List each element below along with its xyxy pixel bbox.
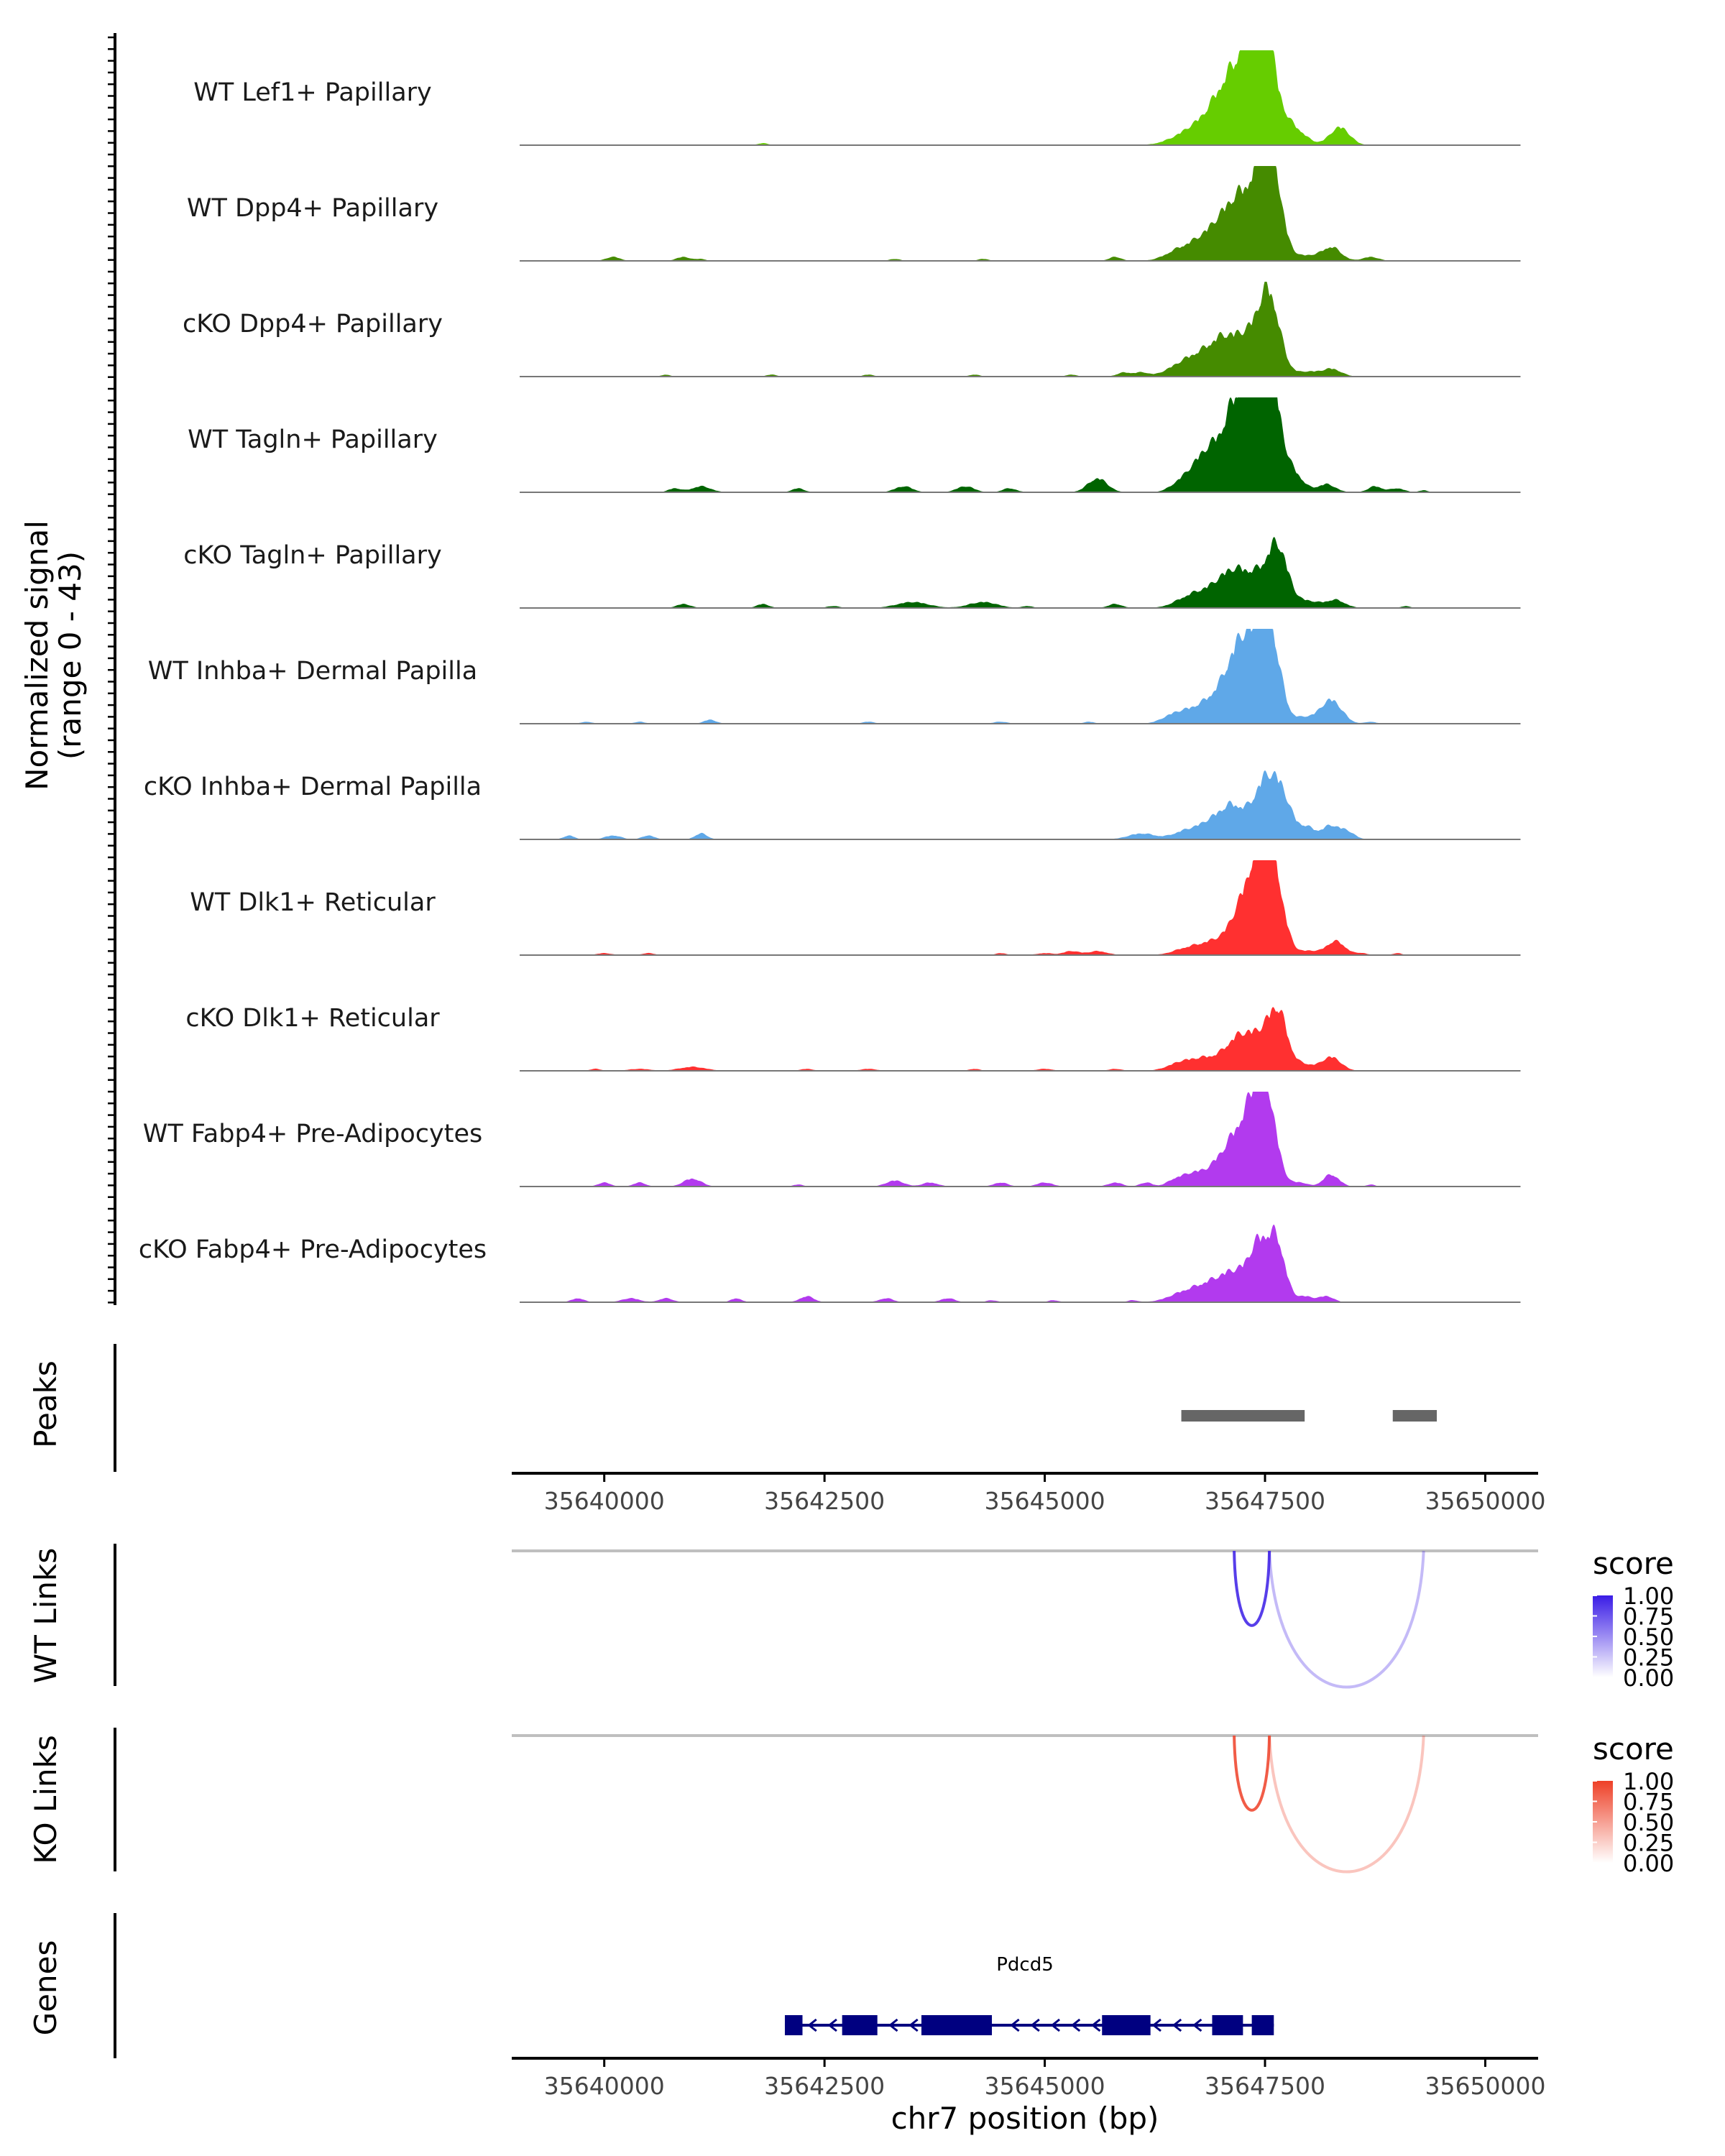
track-label: cKO Fabp4+ Pre-Adipocytes (139, 1235, 487, 1264)
track-label: cKO Dlk1+ Reticular (185, 1004, 440, 1033)
coverage-area (520, 166, 1521, 261)
track-label: WT Dpp4+ Papillary (187, 194, 438, 223)
strand-arrow (888, 2018, 898, 2032)
coverage-track: WT Lef1+ Papillary (193, 50, 1521, 146)
strand-arrow (1192, 2018, 1202, 2032)
coverage-area (520, 537, 1521, 608)
coverage-track: cKO Inhba+ Dermal Papilla (144, 770, 1521, 840)
link-arc (1268, 1735, 1425, 1874)
legend-tick-label: 0.25 (1623, 1644, 1674, 1672)
x-axis-label: chr7 position (bp) (891, 2101, 1159, 2136)
ko-links-label: KO Links (28, 1735, 63, 1864)
x-tick-label: 35650000 (1425, 1487, 1545, 1515)
ko-legend-ticks: 1.000.750.500.250.00 (1593, 1768, 1674, 1877)
coverage-area (520, 1007, 1521, 1071)
peak-region (1392, 1410, 1438, 1422)
legend-tick-label: 0.50 (1623, 1809, 1674, 1836)
x-tick-label: 35640000 (544, 2072, 665, 2100)
strand-arrow (1030, 2018, 1040, 2032)
x-tick-label: 35645000 (985, 1487, 1105, 1515)
coverage-track: cKO Tagln+ Papillary (183, 537, 1521, 609)
coverage-area (520, 1092, 1521, 1187)
genes-label: Genes (28, 1940, 63, 2036)
coverage-area (520, 282, 1521, 377)
coverage-area (520, 860, 1521, 955)
track-label: WT Dlk1+ Reticular (190, 888, 436, 917)
track-label: WT Inhba+ Dermal Papilla (148, 657, 477, 686)
strand-arrow (1172, 2018, 1182, 2032)
strand-arrow (1010, 2018, 1020, 2032)
wt-legend-title: score (1593, 1546, 1674, 1581)
coverage-area (520, 629, 1521, 724)
x-tick-label: 35645000 (985, 2072, 1105, 2100)
coverage-track: WT Inhba+ Dermal Papilla (148, 629, 1521, 724)
x-tick-label: 35647500 (1205, 1487, 1325, 1515)
peaks-label: Peaks (28, 1360, 63, 1448)
strand-arrow (1050, 2018, 1060, 2032)
gene-exon (1251, 2015, 1274, 2035)
legend-tick-label: 0.75 (1623, 1789, 1674, 1816)
legend-tick-label: 0.75 (1623, 1603, 1674, 1631)
coverage-track: WT Dlk1+ Reticular (190, 860, 1521, 956)
gene-exon (784, 2015, 803, 2035)
ko-legend-title: score (1593, 1731, 1674, 1766)
gene-exon (842, 2015, 878, 2035)
gene-name-label: Pdcd5 (996, 1954, 1054, 1976)
x-axis-bottom: 35640000 35642500 35645000 35647500 35650000 (512, 2057, 1545, 2100)
link-arc (1268, 1550, 1425, 1689)
legend-tick-label: 0.00 (1623, 1664, 1674, 1692)
legend-tick-label: 1.00 (1623, 1768, 1674, 1795)
coverage-axis (108, 33, 116, 1305)
links-group (512, 1549, 1538, 1874)
strand-arrow (1070, 2018, 1081, 2032)
track-label: WT Fabp4+ Pre-Adipocytes (143, 1120, 482, 1148)
coverage-area (520, 770, 1521, 839)
link-arc (1233, 1735, 1271, 1812)
coverage-track: WT Fabp4+ Pre-Adipocytes (143, 1092, 1521, 1187)
legend-tick-label: 0.50 (1623, 1623, 1674, 1651)
peak-region (1181, 1410, 1305, 1422)
strand-arrow (1091, 2018, 1101, 2032)
coverage-track: cKO Fabp4+ Pre-Adipocytes (139, 1224, 1521, 1303)
legend-tick-label: 0.25 (1623, 1830, 1674, 1857)
x-axis-top: 35640000 35642500 35645000 35647500 35650000 (512, 1472, 1545, 1515)
legend-tick-label: 0.00 (1623, 1850, 1674, 1877)
gene-exon (921, 2015, 993, 2035)
track-label: WT Tagln+ Papillary (188, 425, 438, 454)
x-tick-label: 35647500 (1205, 2072, 1325, 2100)
legend-tick-label: 1.00 (1623, 1583, 1674, 1610)
gene-group (784, 2015, 1274, 2035)
y-axis-label-range: (range 0 - 43) (52, 551, 88, 760)
strand-arrow (807, 2018, 817, 2032)
track-label: WT Lef1+ Papillary (193, 78, 432, 107)
coverage-area (520, 397, 1521, 492)
strand-arrow (827, 2018, 837, 2032)
gene-exon (1102, 2015, 1151, 2035)
x-tick-label: 35650000 (1425, 2072, 1545, 2100)
x-tick-label: 35640000 (544, 1487, 665, 1515)
y-axis-label: Normalized signal (19, 520, 55, 791)
coverage-track: cKO Dlk1+ Reticular (185, 1004, 1521, 1072)
gene-exon (1212, 2015, 1243, 2035)
peaks-group (1181, 1410, 1438, 1422)
coverage-track: cKO Dpp4+ Papillary (183, 282, 1521, 377)
track-label: cKO Tagln+ Papillary (183, 541, 442, 570)
strand-arrow (1151, 2018, 1162, 2032)
coverage-tracks: WT Lef1+ Papillary WT Dpp4+ Papillary cKO … (139, 50, 1521, 1303)
track-label: cKO Dpp4+ Papillary (183, 310, 443, 338)
coverage-track: WT Tagln+ Papillary (188, 397, 1521, 493)
wt-legend-ticks: 1.000.750.500.250.00 (1593, 1583, 1674, 1692)
x-tick-label: 35642500 (764, 2072, 885, 2100)
wt-links-label: WT Links (28, 1548, 63, 1683)
coverage-area (520, 1224, 1521, 1302)
link-arc (1233, 1550, 1271, 1627)
x-tick-label: 35642500 (764, 1487, 885, 1515)
track-label: cKO Inhba+ Dermal Papilla (144, 773, 482, 801)
strand-arrow (908, 2018, 919, 2032)
coverage-track: WT Dpp4+ Papillary (187, 166, 1521, 262)
coverage-area (520, 50, 1521, 145)
